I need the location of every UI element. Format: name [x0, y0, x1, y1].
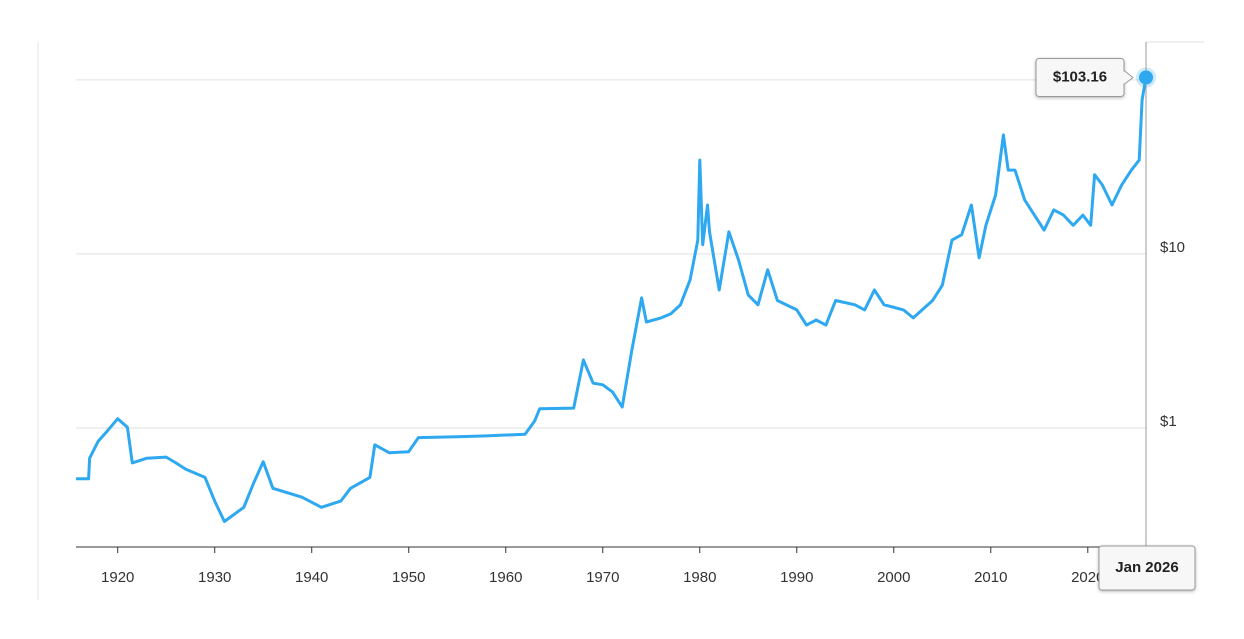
- price-line: [76, 77, 1148, 523]
- x-tick-label: 1980: [683, 569, 716, 586]
- date-tooltip-box: [1098, 545, 1196, 591]
- date-tooltip: Jan 2026: [1115, 559, 1178, 576]
- value-tooltip-cover: [1123, 71, 1125, 84]
- y-tick-label: $1: [1160, 413, 1177, 430]
- y-tick-label: $10: [1160, 239, 1185, 256]
- x-tick-label: 1940: [295, 569, 328, 586]
- x-tick-label: 2010: [974, 569, 1007, 586]
- tooltip-point: [1139, 70, 1153, 85]
- x-tick-label: 1920: [101, 569, 134, 586]
- x-tick-label: 1950: [392, 569, 425, 586]
- x-tick-label: 1960: [489, 569, 522, 586]
- x-tick-label: 2000: [877, 569, 910, 586]
- x-tick-label: 1970: [586, 569, 619, 586]
- value-tooltip: $103.16: [1053, 68, 1107, 85]
- x-tick-label: 2020: [1071, 569, 1104, 586]
- value-tooltip-arrow: [1123, 69, 1134, 86]
- x-tick-label: 1930: [198, 569, 231, 586]
- x-tick-label: 1990: [780, 569, 813, 586]
